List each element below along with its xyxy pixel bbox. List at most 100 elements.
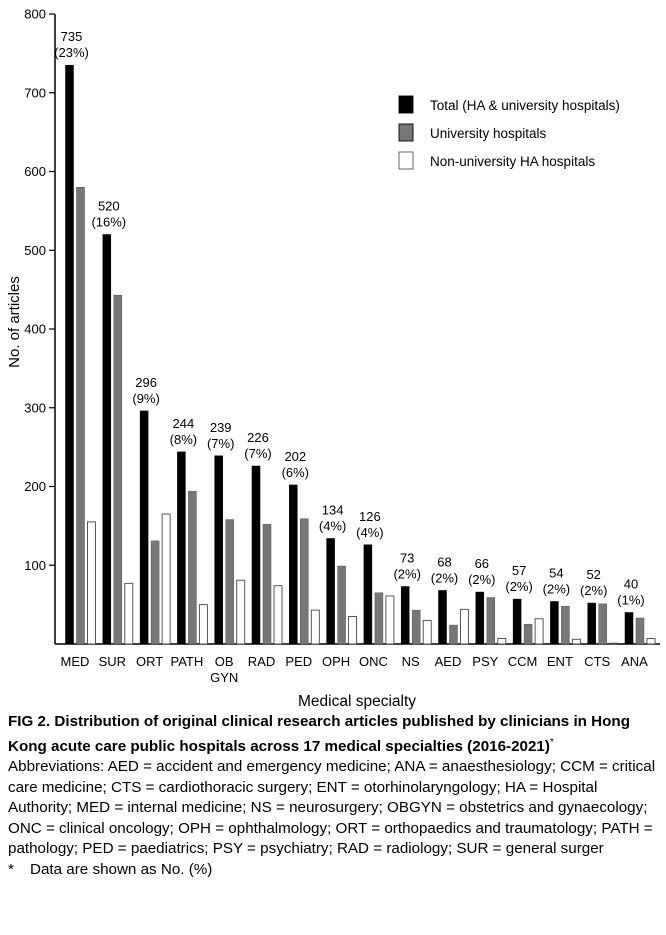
data-label-value: 244 (173, 416, 195, 431)
bar-university (76, 187, 85, 645)
data-label-percent: (4%) (319, 518, 346, 533)
x-tick-label: OB (215, 654, 234, 669)
legend-swatch-2 (398, 123, 414, 142)
y-tick-label: 200 (24, 479, 46, 494)
data-label-percent: (2%) (580, 583, 607, 598)
x-tick-label: CCM (508, 654, 538, 669)
footnote-text: Data are shown as No. (%) (30, 860, 213, 878)
bar-total (251, 465, 261, 645)
bar-total (624, 612, 634, 645)
data-label-value: 296 (135, 375, 157, 390)
bar-non-university (310, 609, 320, 645)
data-label-value: 126 (359, 509, 381, 524)
data-label-percent: (2%) (468, 572, 495, 587)
bar-non-university (460, 608, 469, 645)
bar-non-university (646, 638, 656, 645)
data-labels-group: 735(23%)520(16%)296(9%)244(8%)239(7%) 226… (54, 29, 645, 607)
bar-university (449, 624, 458, 645)
bar-chart: 100 200 300 400 500 600 700 800 735(23%) 520(16%… (6, 7, 660, 710)
bar-total (289, 484, 298, 645)
bar-university (598, 603, 607, 645)
x-tick-label: CTS (584, 654, 610, 669)
bar-total (438, 590, 447, 645)
x-tick-label: SUR (99, 654, 126, 669)
bar-total (363, 544, 373, 645)
bar-non-university (273, 585, 283, 645)
bar-university (486, 597, 496, 645)
figure-title-text: FIG 2. Distribution of original clinical… (8, 713, 630, 755)
data-label-value: 40 (624, 577, 638, 592)
bar-university (188, 490, 197, 645)
bar-non-university (236, 579, 246, 645)
bar-non-university (422, 619, 432, 645)
data-label-percent: (7%) (244, 446, 271, 461)
x-tick-label: OPH (322, 654, 350, 669)
data-label-percent: (8%) (170, 432, 197, 447)
bar-non-university (198, 604, 208, 645)
x-tick-label: MED (61, 654, 90, 669)
y-tick-label: 100 (24, 558, 46, 573)
x-axis-tick-labels: MED SUR ORT PATH OBGYN RAD PED OPH ONC NS AED PSY CC… (61, 654, 649, 685)
y-axis-ticks: 100 200 300 400 500 600 700 800 (24, 7, 55, 573)
bar-non-university (161, 513, 171, 645)
x-tick-label: PATH (171, 654, 204, 669)
bar-university (374, 592, 384, 645)
data-label-value: 66 (475, 556, 489, 571)
data-label-percent: (2%) (393, 567, 420, 582)
bar-total (550, 601, 559, 645)
bar-total (400, 586, 410, 645)
bar-non-university (385, 595, 395, 645)
x-tick-label: PSY (472, 654, 498, 669)
bar-total (65, 64, 74, 645)
data-label-percent: (2%) (505, 579, 532, 594)
x-tick-label: ENT (547, 654, 573, 669)
bar-university (337, 565, 346, 645)
x-tick-label: ONC (359, 654, 388, 669)
abbreviations-text: Abbreviations: AED = accident and emerge… (8, 758, 656, 858)
x-axis-title: Medical specialty (298, 693, 416, 710)
data-label-value: 239 (210, 420, 232, 435)
data-label-value: 735 (61, 29, 83, 44)
bar-total (139, 410, 149, 645)
data-label-value: 134 (322, 502, 344, 517)
bar-university (635, 617, 645, 645)
footnote: * Data are shown as No. (%) (8, 860, 660, 881)
bar-non-university (497, 638, 507, 645)
bar-total (177, 451, 186, 645)
x-tick-label: PED (285, 654, 312, 669)
bar-non-university (348, 615, 358, 645)
bar-university (225, 519, 234, 645)
data-label-value: 73 (400, 551, 414, 566)
bar-non-university (534, 618, 544, 645)
footnote-mark: * (8, 860, 14, 878)
bar-non-university (609, 642, 619, 645)
data-label-percent: (4%) (356, 525, 383, 540)
legend-swatch-1 (398, 95, 414, 114)
legend-label-3: Non-university HA hospitals (430, 154, 595, 169)
data-label-value: 202 (284, 449, 306, 464)
data-label-percent: (16%) (91, 215, 126, 230)
bar-total (475, 591, 485, 645)
y-tick-label: 700 (24, 85, 46, 100)
x-tick-label: ORT (136, 654, 163, 669)
x-tick-label: RAD (248, 654, 275, 669)
data-label-value: 68 (437, 554, 451, 569)
data-label-percent: (6%) (282, 465, 309, 480)
data-label-value: 226 (247, 430, 269, 445)
x-tick-label: GYN (210, 670, 238, 685)
bar-total (512, 598, 522, 645)
y-tick-label: 300 (24, 400, 46, 415)
x-tick-label: AED (435, 654, 462, 669)
y-tick-label: 500 (24, 243, 46, 258)
bar-non-university (571, 638, 581, 645)
figure-title: FIG 2. Distribution of original clinical… (8, 712, 660, 757)
x-tick-label: NS (402, 654, 420, 669)
bar-total (102, 234, 112, 645)
legend-label-2: University hospitals (430, 126, 547, 141)
data-label-value: 52 (586, 567, 600, 582)
data-label-percent: (9%) (132, 391, 159, 406)
bar-total (214, 455, 223, 645)
data-label-percent: (2%) (431, 570, 458, 585)
data-label-percent: (23%) (54, 45, 89, 60)
bar-university (411, 609, 421, 645)
